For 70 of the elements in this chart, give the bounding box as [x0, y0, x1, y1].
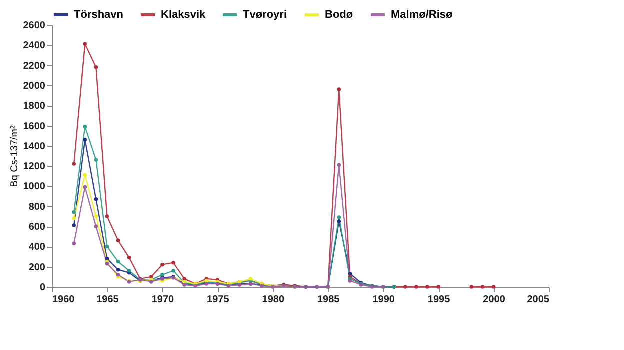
point: [127, 256, 132, 260]
x-tick-label: 1975: [207, 294, 230, 306]
y-tick-label: 1000: [23, 182, 46, 193]
x-tick-label: 1970: [152, 294, 175, 306]
legend-label: Törshavn: [74, 9, 124, 21]
point: [172, 260, 176, 265]
point: [105, 244, 110, 249]
point: [182, 277, 186, 281]
legend-label: Bodø: [325, 9, 354, 21]
point: [492, 285, 496, 289]
point: [480, 285, 485, 289]
x-tick-label: 2000: [483, 294, 506, 306]
point: [160, 262, 164, 267]
y-tick-label: 200: [28, 262, 46, 274]
point: [83, 138, 88, 142]
point: [105, 214, 110, 218]
point: [436, 285, 440, 289]
point: [150, 275, 154, 279]
x-tick-label: 2005: [527, 294, 550, 306]
y-tick-label: 1200: [23, 162, 46, 173]
point: [83, 185, 88, 190]
y-tick-label: 2000: [23, 80, 46, 92]
point: [414, 285, 418, 289]
point: [337, 220, 342, 224]
point: [72, 210, 76, 214]
point: [72, 224, 76, 228]
legend-label: Tvøroyri: [243, 9, 288, 21]
point: [116, 268, 120, 272]
legend-label: Malmø/Risø: [391, 9, 454, 21]
y-tick-label: 400: [28, 242, 46, 254]
x-tick-label: 1995: [428, 294, 451, 306]
point: [404, 285, 408, 289]
point: [94, 214, 98, 218]
point: [470, 285, 474, 289]
point: [94, 224, 98, 228]
point: [348, 272, 352, 276]
x-tick-label: 1965: [96, 294, 120, 306]
point: [160, 273, 164, 277]
point: [83, 124, 88, 129]
y-tick-label: 1600: [23, 121, 46, 132]
legend-label: Klaksvik: [161, 9, 207, 21]
point: [337, 216, 342, 220]
point: [116, 260, 120, 264]
point: [105, 256, 110, 261]
x-tick-label: 1960: [52, 294, 76, 306]
point: [72, 162, 76, 166]
point: [83, 173, 88, 178]
x-tick-label: 1990: [372, 294, 396, 306]
y-tick-label: 2600: [23, 20, 46, 32]
y-tick-label: 2200: [23, 60, 46, 72]
point: [83, 42, 88, 46]
point: [72, 216, 76, 220]
y-tick-label: 2400: [23, 40, 46, 52]
point: [72, 242, 76, 246]
point: [426, 285, 430, 289]
y-tick-label: 800: [28, 202, 46, 213]
point: [94, 158, 98, 162]
y-tick-label: 1400: [23, 141, 46, 152]
x-tick-label: 1980: [262, 294, 285, 306]
point: [337, 88, 342, 92]
point: [116, 238, 120, 243]
y-tick-label: 600: [28, 222, 46, 234]
x-tick-label: 1985: [317, 294, 340, 306]
point: [337, 163, 342, 167]
y-tick-label: 1800: [23, 101, 46, 112]
y-tick-label: 0: [40, 282, 46, 294]
point: [172, 269, 176, 273]
y-axis-title: Bq Cs-137/m²: [9, 124, 20, 188]
point: [94, 197, 98, 202]
point: [94, 65, 98, 70]
